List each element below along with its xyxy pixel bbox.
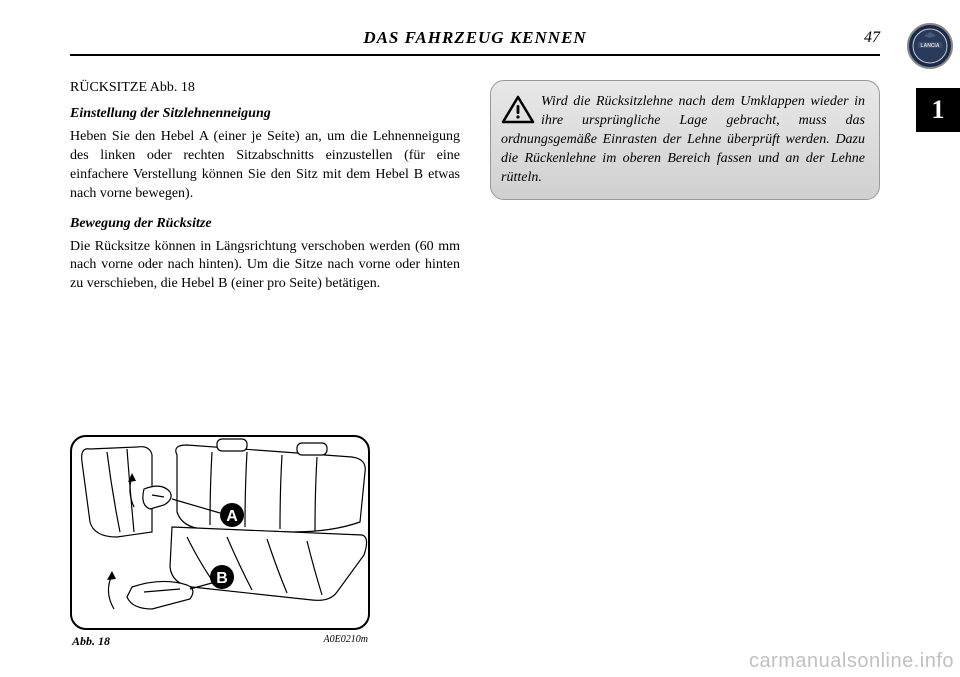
figure-code: A0E0210m bbox=[324, 634, 368, 649]
page-number: 47 bbox=[850, 29, 880, 47]
figure-area: A B Abb. 18 A0E0210m bbox=[70, 435, 370, 649]
page-header: DAS FAHRZEUG KENNEN 47 bbox=[70, 28, 880, 56]
warning-text: Wird die Rücksitzlehne nach dem Umklappe… bbox=[501, 94, 865, 185]
chapter-tab: 1 bbox=[916, 88, 960, 132]
figure-caption-row: Abb. 18 A0E0210m bbox=[70, 634, 370, 649]
header-title: DAS FAHRZEUG KENNEN bbox=[100, 28, 850, 48]
label-a: A bbox=[226, 508, 238, 525]
paragraph-2: Die Rücksitze können in Längsrichtung ve… bbox=[70, 238, 460, 295]
content-columns: RÜCKSITZE Abb. 18 Einstellung der Sitzle… bbox=[60, 66, 890, 306]
seat-diagram: A B bbox=[72, 437, 370, 630]
paragraph-1: Heben Sie den Hebel A (einer je Seite) a… bbox=[70, 128, 460, 204]
figure-box: A B bbox=[70, 435, 370, 630]
warning-box: Wird die Rücksitzlehne nach dem Umklappe… bbox=[490, 80, 880, 200]
left-column: RÜCKSITZE Abb. 18 Einstellung der Sitzle… bbox=[70, 80, 460, 306]
warning-triangle-icon bbox=[501, 95, 535, 125]
figure-caption: Abb. 18 bbox=[72, 634, 110, 649]
subheading-2: Bewegung der Rücksitze bbox=[70, 216, 460, 232]
chapter-number: 1 bbox=[932, 95, 945, 125]
subheading-1: Einstellung der Sitzlehnenneigung bbox=[70, 106, 460, 122]
watermark: carmanualsonline.info bbox=[743, 646, 960, 677]
svg-text:LANCIA: LANCIA bbox=[921, 43, 940, 49]
section-heading: RÜCKSITZE Abb. 18 bbox=[70, 80, 460, 96]
brand-logo: LANCIA bbox=[906, 22, 954, 70]
manual-page: LANCIA 1 DAS FAHRZEUG KENNEN 47 RÜCKSITZ… bbox=[0, 0, 960, 677]
label-b: B bbox=[216, 570, 228, 587]
right-column: Wird die Rücksitzlehne nach dem Umklappe… bbox=[490, 80, 880, 306]
